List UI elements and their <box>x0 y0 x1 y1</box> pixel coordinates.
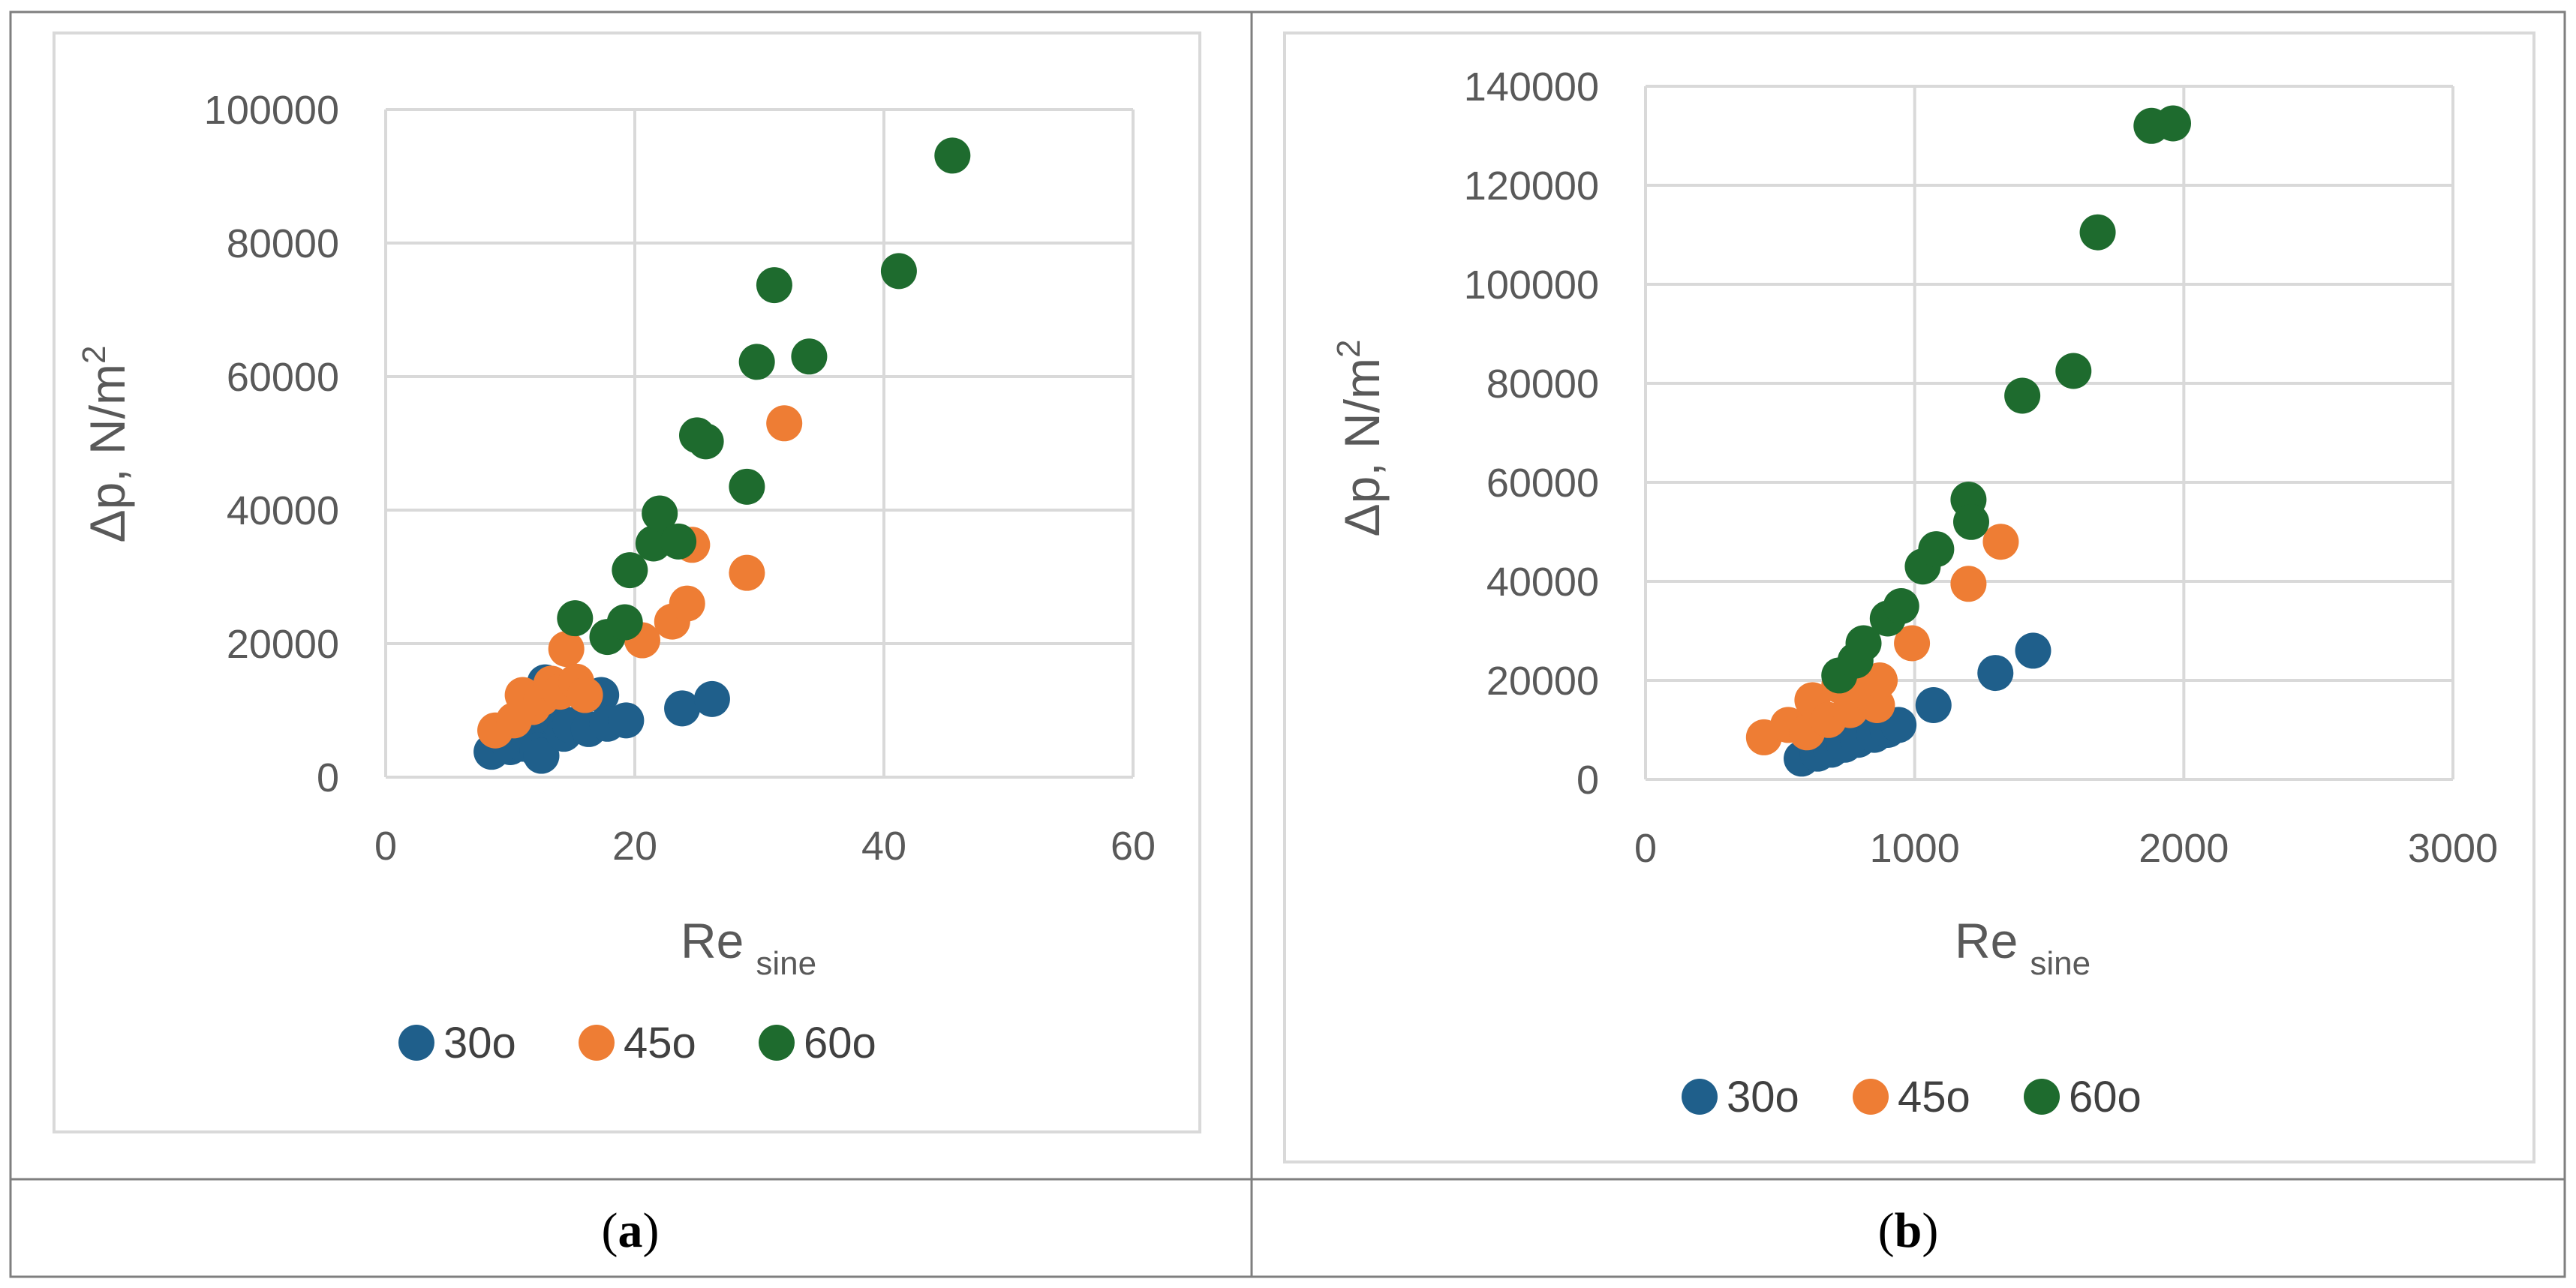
chart-panel-a: 0 20000 40000 60000 80000 100000 0 20 40 60 Δp, … <box>76 88 1156 1067</box>
chart-b-x-tick-labels: 0 1000 2000 3000 <box>1634 826 2498 871</box>
legend-marker-45o <box>1853 1079 1889 1115</box>
frame-outer <box>9 11 2566 1278</box>
data-point-30o <box>1977 655 2014 692</box>
data-point-45o <box>1862 662 1898 698</box>
chart-a-y-tick-label: 40000 <box>227 488 339 533</box>
data-point-60o <box>791 338 828 375</box>
data-point-30o <box>664 690 701 727</box>
chart-a-y-tick-label: 0 <box>317 755 339 800</box>
chart-b-y-axis-title: Δp, N/m2 <box>1330 340 1390 537</box>
data-point-60o <box>1883 588 1919 624</box>
data-point-45o <box>548 631 585 668</box>
chart-a-x-tick-label: 40 <box>861 824 906 869</box>
panel-a-border <box>53 32 1201 1133</box>
chart-b-y-tick-label: 60000 <box>1486 461 1599 506</box>
legend-label-30o: 30o <box>443 1019 516 1067</box>
data-point-45o <box>1894 625 1931 662</box>
legend-label-45o: 45o <box>624 1019 696 1067</box>
chart-a-y-tick-label: 100000 <box>204 88 339 133</box>
data-point-30o <box>523 737 560 774</box>
data-point-45o <box>567 677 603 713</box>
chart-a-y-tick-label: 80000 <box>227 221 339 266</box>
legend-label-60o: 60o <box>804 1019 876 1067</box>
data-point-60o <box>738 344 775 380</box>
chart-b-y-tick-label: 0 <box>1577 758 1599 803</box>
legend-marker-30o <box>1682 1079 1718 1115</box>
data-point-45o <box>1950 566 1987 602</box>
chart-a-y-axis-superscript: 2 <box>76 346 113 364</box>
data-point-60o <box>729 468 765 505</box>
data-point-45o <box>729 554 765 591</box>
chart-b-x-tick-label: 0 <box>1634 826 1657 871</box>
chart-b-y-tick-label: 40000 <box>1486 560 1599 605</box>
data-point-60o <box>934 137 971 174</box>
data-point-45o <box>669 585 705 622</box>
chart-b-x-axis-title: Re sine <box>1955 913 2091 982</box>
data-point-60o <box>1918 531 1955 568</box>
chart-a-x-axis-title: Re sine <box>681 913 816 982</box>
chart-b-x-tick-label: 2000 <box>2139 826 2229 871</box>
chart-a-data-points <box>473 137 971 774</box>
data-point-60o <box>1845 625 1882 662</box>
chart-panel-b: 020000400006000080000100000120000140000 … <box>1330 65 2498 1121</box>
chart-a-x-tick-label: 0 <box>374 824 397 869</box>
data-point-60o <box>660 523 697 560</box>
data-point-60o <box>2079 214 2116 251</box>
chart-a-y-tick-label: 20000 <box>227 622 339 667</box>
data-point-30o <box>693 680 730 717</box>
chart-b-y-axis-superscript: 2 <box>1330 340 1367 358</box>
data-point-60o <box>612 552 648 589</box>
chart-a-legend: 30o 45o 60o <box>398 1019 876 1067</box>
data-point-45o <box>1982 524 2019 560</box>
chart-b-legend: 30o 45o 60o <box>1682 1073 2142 1121</box>
chart-b-gridlines <box>1644 85 2454 781</box>
chart-a-y-tick-label: 60000 <box>227 355 339 400</box>
legend-label-30o: 30o <box>1727 1073 1799 1121</box>
caption-a: (a) <box>602 1203 660 1258</box>
panel-b-border <box>1283 32 2535 1163</box>
legend-marker-60o <box>759 1025 795 1061</box>
legend-marker-30o <box>398 1025 434 1061</box>
data-point-30o <box>608 702 645 739</box>
legend-marker-45o <box>579 1025 615 1061</box>
chart-a-y-axis-title: Δp, N/m2 <box>76 346 135 543</box>
data-point-60o <box>606 604 643 641</box>
data-point-60o <box>557 600 594 637</box>
caption-a-label: a <box>618 1203 643 1258</box>
chart-a-x-tick-labels: 0 20 40 60 <box>374 824 1156 869</box>
data-point-60o <box>2055 353 2092 389</box>
data-point-45o <box>766 405 803 442</box>
chart-b-y-tick-label: 100000 <box>1464 263 1599 308</box>
data-point-60o <box>687 423 724 460</box>
chart-a-x-tick-label: 20 <box>612 824 657 869</box>
chart-b-y-tick-labels: 0 20000 40000 60000 80000 100000 120000 140000 <box>1464 65 1599 803</box>
chart-b-data-points <box>1745 105 2191 777</box>
chart-b-x-tick-label: 1000 <box>1870 826 1960 871</box>
data-point-60o <box>1952 503 1989 540</box>
figure-frame <box>9 11 2566 1278</box>
caption-b-label: b <box>1895 1203 1922 1258</box>
data-point-60o <box>756 267 792 304</box>
chart-b-y-tick-label: 140000 <box>1464 65 1599 110</box>
legend-label-45o: 45o <box>1898 1073 1970 1121</box>
chart-a-x-tick-label: 60 <box>1111 824 1156 869</box>
chart-b-y-tick-label: 20000 <box>1486 659 1599 704</box>
chart-a-gridlines <box>384 108 1135 779</box>
legend-label-60o: 60o <box>2069 1073 2142 1121</box>
data-point-30o <box>1915 687 1952 723</box>
data-point-60o <box>642 495 678 532</box>
chart-a-y-tick-labels: 0 20000 40000 60000 80000 100000 <box>204 88 339 800</box>
data-point-60o <box>2004 377 2041 414</box>
chart-a-x-axis-subscript: sine <box>756 945 816 982</box>
data-point-60o <box>880 253 917 290</box>
data-point-30o <box>2015 632 2051 669</box>
data-point-60o <box>2154 105 2191 142</box>
chart-b-x-tick-label: 3000 <box>2408 826 2498 871</box>
chart-b-y-tick-label: 80000 <box>1486 362 1599 407</box>
chart-b-x-axis-subscript: sine <box>2030 945 2091 982</box>
chart-b-y-tick-label: 120000 <box>1464 164 1599 209</box>
caption-b: (b) <box>1878 1203 1939 1258</box>
legend-marker-60o <box>2024 1079 2060 1115</box>
